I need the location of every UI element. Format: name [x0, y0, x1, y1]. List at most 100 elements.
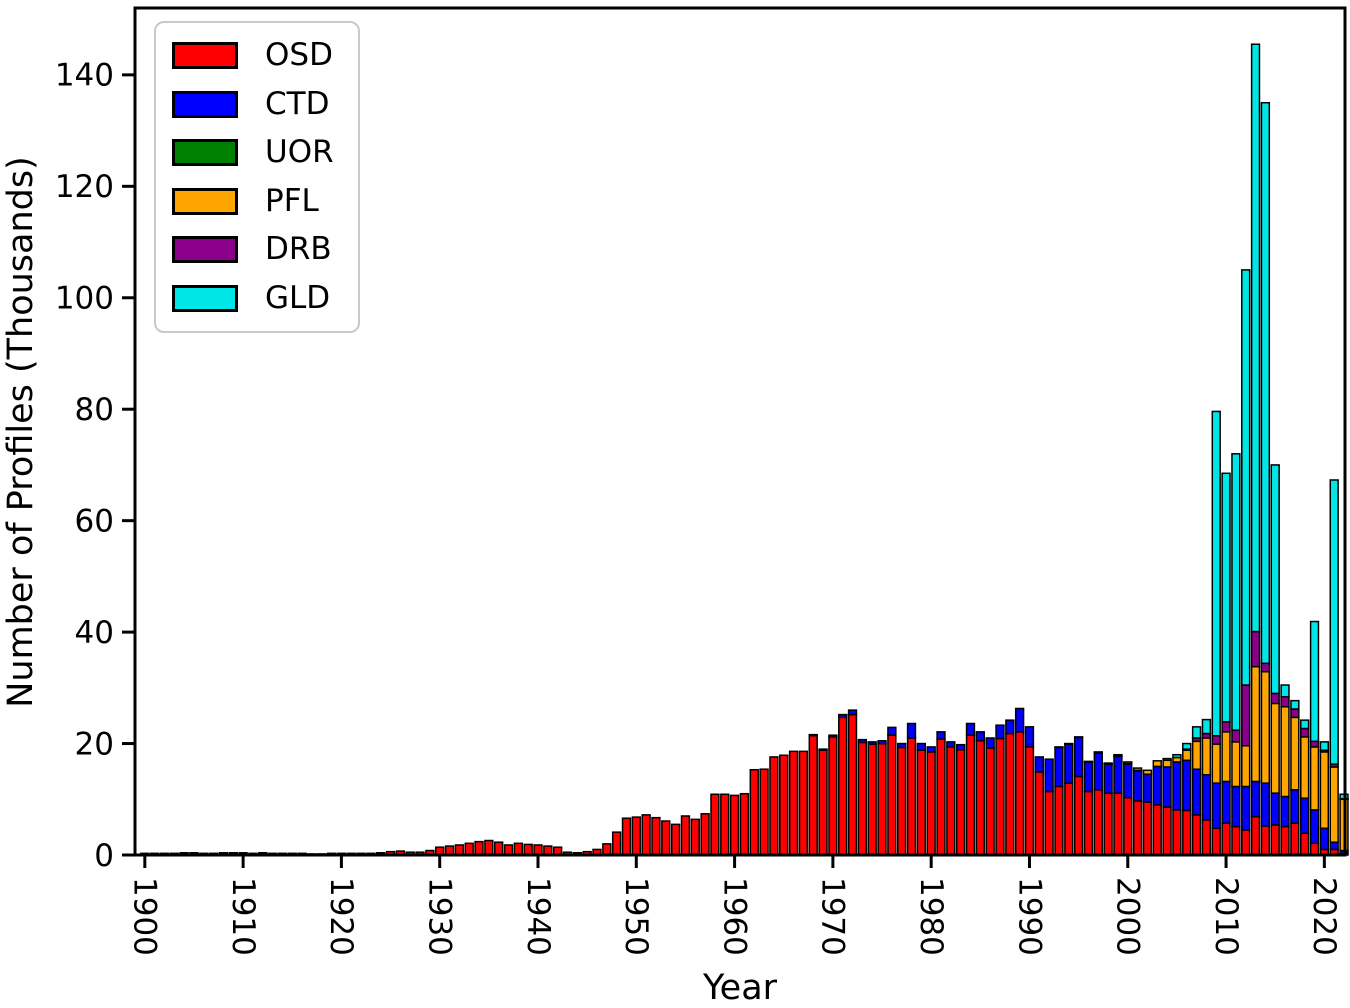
bar-segment-ctd-1976: [887, 726, 897, 736]
bar-segment-osd-1951: [641, 814, 651, 856]
bar-segment-pfl-2019: [1309, 746, 1320, 811]
bar-segment-pfl-2020: [1319, 751, 1330, 829]
bar-segment-osd-1999: [1113, 792, 1123, 856]
bar-segment-uor-1994: [1064, 742, 1074, 745]
bar-segment-osd-2016: [1280, 825, 1290, 856]
bar-segment-pfl-2000: [1123, 761, 1133, 765]
bar-segment-osd-1990: [1024, 746, 1035, 856]
legend-item-ctd: CTD: [172, 88, 358, 120]
bar-segment-ctd-1973: [857, 738, 868, 744]
bar-segment-osd-1961: [739, 792, 750, 856]
bar-segment-osd-1952: [651, 816, 661, 856]
bar-segment-gld-2018: [1300, 719, 1310, 730]
bar-segment-ctd-2021: [1329, 841, 1339, 851]
bar-segment-gld-2016: [1280, 684, 1290, 698]
legend-item-osd: OSD: [172, 40, 358, 71]
bar-segment-osd-1958: [710, 793, 720, 856]
x-tick-label: 1910: [225, 877, 261, 956]
bar-segment-gld-2014: [1260, 101, 1271, 665]
legend-label-osd: OSD: [265, 37, 333, 74]
bar-segment-ctd-1993: [1054, 746, 1064, 788]
bar-segment-osd-1972: [847, 713, 858, 856]
bar-segment-uor-1993: [1054, 746, 1064, 749]
bar-segment-osd-1962: [749, 768, 759, 856]
legend-item-pfl: PFL: [172, 182, 358, 219]
bar-segment-drb-2009: [1211, 735, 1221, 745]
bar-segment-ctd-1988: [1005, 719, 1015, 735]
pfl-color-swatch: [172, 187, 238, 215]
bar-segment-osd-1933: [464, 842, 474, 856]
bar-segment-osd-1932: [454, 844, 465, 856]
bar-segment-ctd-1979: [916, 742, 927, 751]
bar-segment-osd-1994: [1064, 782, 1074, 856]
bar-segment-gld-2009: [1211, 410, 1221, 737]
bar-segment-osd-1935: [484, 839, 494, 856]
bar-segment-ctd-2015: [1270, 792, 1280, 826]
y-tick-label: 100: [55, 281, 114, 317]
legend-label-pfl: PFL: [265, 182, 319, 219]
y-tick-label: 20: [75, 726, 114, 762]
bar-segment-drb-2017: [1290, 708, 1300, 719]
bar-segment-ctd-2009: [1211, 782, 1221, 830]
bar-segment-pfl-2012: [1241, 745, 1251, 788]
bar-segment-osd-2003: [1152, 804, 1162, 856]
bar-segment-ctd-1985: [975, 731, 986, 742]
bar-segment-osd-1957: [700, 813, 710, 856]
bar-segment-pfl-2017: [1290, 716, 1300, 791]
bar-segment-osd-1934: [474, 840, 484, 856]
bar-segment-pfl-2010: [1221, 731, 1231, 783]
x-tick-label: 1900: [127, 877, 163, 956]
y-tick-label: 80: [75, 392, 114, 428]
bar-segment-osd-1954: [670, 823, 681, 856]
bar-segment-pfl-2002: [1142, 769, 1153, 775]
bar-segment-gld-2017: [1290, 699, 1300, 710]
bar-segment-osd-1980: [926, 751, 936, 856]
bar-segment-gld-2007: [1191, 726, 1202, 739]
bar-segment-pfl-2016: [1280, 706, 1290, 798]
y-axis-label: Number of Profiles (Thousands): [1, 156, 41, 708]
bar-segment-ctd-1968: [808, 733, 818, 737]
bar-segment-osd-1953: [661, 820, 671, 856]
bar-segment-osd-2018: [1300, 832, 1310, 856]
bar-segment-osd-1992: [1044, 790, 1054, 856]
bar-segment-osd-1963: [759, 768, 769, 856]
bar-segment-gld-2011: [1231, 453, 1241, 731]
x-tick-label: 1960: [716, 877, 752, 956]
y-tick-label: 40: [75, 615, 114, 651]
bar-segment-osd-1978: [906, 737, 917, 856]
y-tick-label: 0: [94, 838, 114, 874]
bar-segment-ctd-1998: [1103, 763, 1113, 794]
bar-segment-drb-2018: [1300, 727, 1310, 738]
bar-segment-uor-1995: [1073, 736, 1084, 739]
bar-segment-ctd-1991: [1034, 756, 1044, 773]
bar-segment-osd-1995: [1073, 775, 1084, 856]
bar-segment-osd-1996: [1083, 790, 1094, 856]
bar-segment-osd-1993: [1054, 785, 1064, 856]
bar-segment-ctd-2008: [1201, 774, 1212, 821]
bar-segment-ctd-1977: [897, 742, 907, 749]
osd-color-swatch: [172, 42, 238, 70]
bar-segment-pfl-2013: [1250, 665, 1261, 783]
bar-segment-osd-1998: [1103, 792, 1113, 856]
bar-segment-osd-1975: [877, 742, 887, 856]
bar-segment-osd-1959: [720, 793, 730, 856]
bar-segment-osd-2013: [1250, 815, 1261, 856]
bar-segment-ctd-2020: [1319, 827, 1330, 851]
bar-segment-pfl-2011: [1231, 741, 1241, 788]
drb-color-swatch: [172, 236, 238, 264]
bar-segment-drb-2014: [1260, 662, 1271, 673]
bar-segment-drb-2012: [1241, 684, 1251, 747]
bar-segment-ctd-1975: [877, 740, 887, 745]
bar-segment-osd-1985: [975, 740, 986, 856]
bar-segment-gld-2005: [1172, 753, 1182, 759]
bar-segment-ctd-1999: [1113, 755, 1123, 794]
bar-segment-gld-2010: [1221, 472, 1231, 723]
bar-segment-osd-1938: [513, 842, 524, 856]
bar-segment-osd-1939: [523, 843, 533, 856]
bar-segment-ctd-2000: [1123, 763, 1133, 799]
bar-segment-osd-1964: [769, 756, 779, 856]
bar-segment-osd-1976: [887, 734, 897, 856]
bar-segment-ctd-1994: [1064, 743, 1074, 784]
